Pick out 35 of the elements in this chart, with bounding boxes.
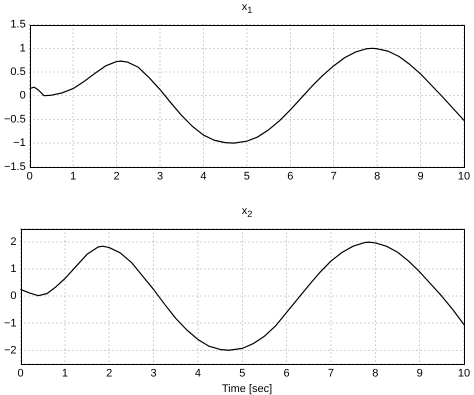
x-tick-label: 10 (458, 367, 470, 380)
y-tick-label: −1 (13, 137, 26, 150)
x-tick-label: 1 (62, 367, 68, 380)
x-tick-label: 9 (418, 170, 424, 182)
y-tick-label: −2 (4, 344, 17, 356)
y-tick-label: 2 (10, 236, 17, 248)
y-tick-label: 1 (10, 263, 17, 276)
x-tick-label: 8 (374, 170, 380, 182)
x-tick-label: 7 (328, 367, 334, 380)
chart-title: x$_{1}$ (240, 0, 254, 16)
x-tick-label: 3 (150, 367, 157, 380)
x-tick-label: 5 (244, 170, 250, 182)
x-tick-label: 3 (156, 170, 164, 182)
y-tick-label: −1.5 (4, 160, 26, 173)
chart-title: x$_{2}$ (240, 204, 254, 220)
y-tick-label: 0.5 (10, 66, 26, 78)
x-tick-label: 4 (200, 170, 206, 182)
x-tick-label: 6 (287, 170, 294, 182)
x-tick-label: 5 (239, 367, 246, 380)
y-tick-label: 0 (20, 90, 26, 102)
y-tick-label: −0.5 (4, 113, 26, 126)
x-tick-label: 10 (458, 170, 470, 182)
x-tick-label: 6 (284, 367, 290, 380)
y-tick-label: 1.5 (10, 18, 26, 31)
x-tick-label: 7 (330, 170, 337, 182)
x-tick-label: 8 (372, 367, 378, 380)
x-tick-label: 9 (416, 367, 423, 380)
y-tick-label: −1 (4, 317, 17, 330)
x-axis-title: Time [sec] (220, 383, 274, 395)
y-tick-label: 0 (10, 290, 17, 302)
x-tick-label: 4 (194, 367, 201, 380)
x-tick-label: 1 (70, 170, 76, 182)
x-tick-label: 2 (114, 170, 120, 182)
x-tick-label: 2 (106, 367, 112, 380)
y-tick-label: 1 (20, 42, 26, 54)
